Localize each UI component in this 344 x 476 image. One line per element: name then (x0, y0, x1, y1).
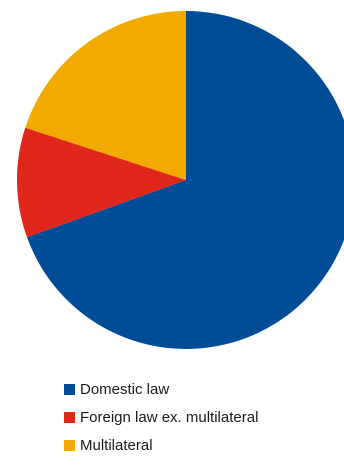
legend-item-multilateral: Multilateral (64, 435, 258, 455)
legend-swatch-multilateral (64, 439, 75, 451)
legend-label-domestic-law: Domestic law (80, 380, 170, 398)
legend-label-foreign-law: Foreign law ex. multilateral (80, 408, 259, 426)
legend: Domestic law Foreign law ex. multilatera… (64, 379, 258, 463)
legend-swatch-foreign-law (64, 411, 75, 423)
legend-label-multilateral: Multilateral (80, 436, 153, 454)
legend-swatch-domestic-law (64, 383, 75, 395)
pie-slice-multilateral (25, 11, 186, 180)
legend-item-foreign-law: Foreign law ex. multilateral (64, 407, 258, 427)
pie-chart (17, 11, 344, 349)
pie-slice-domestic-law (26, 11, 344, 349)
pie-slice-foreign-law (17, 127, 187, 238)
legend-item-domestic-law: Domestic law (64, 379, 258, 399)
